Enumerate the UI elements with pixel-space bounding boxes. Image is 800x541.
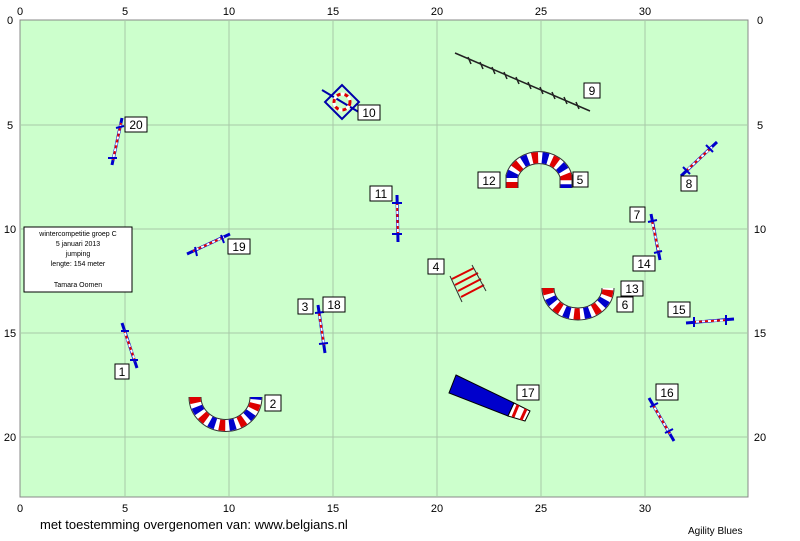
label-20: 20 (124, 116, 148, 133)
chute-17 (448, 374, 531, 422)
jump-1 (120, 322, 139, 369)
label-4: 4 (427, 258, 445, 275)
info-title: wintercompetitie groep C (38, 231, 116, 238)
info-type: jumping (65, 251, 91, 258)
svg-text:12: 12 (482, 174, 496, 188)
svg-text:10: 10 (362, 106, 376, 120)
label-18: 18 (322, 296, 346, 313)
label-13: 13 (620, 280, 644, 297)
info-judge: Tamara Oomen (54, 282, 102, 289)
weave-poles-9 (454, 52, 591, 112)
label-14: 14 (632, 255, 656, 272)
tunnel-6-13 (541, 287, 615, 321)
course-info-box: wintercompetitie groep C 5 januari 2013 … (23, 226, 133, 293)
jump-11 (392, 194, 402, 243)
x-tick-label: 15 (327, 503, 339, 515)
y-tick-label: 5 (7, 120, 13, 132)
label-3: 3 (297, 298, 314, 315)
label-2: 2 (264, 394, 282, 412)
label-16: 16 (655, 383, 679, 401)
svg-text:16: 16 (660, 386, 674, 400)
x-tick-label: 20 (431, 6, 443, 18)
label-15: 15 (667, 301, 691, 318)
svg-text:2: 2 (270, 397, 277, 411)
svg-text:14: 14 (637, 257, 651, 271)
svg-text:6: 6 (622, 298, 629, 312)
svg-text:11: 11 (375, 187, 388, 201)
y-tick-label: 5 (757, 120, 763, 132)
y-axis-left: 0 5 10 15 20 (4, 15, 16, 444)
label-19: 19 (227, 238, 251, 255)
label-7: 7 (629, 206, 646, 223)
x-tick-label: 0 (17, 503, 23, 515)
svg-text:3: 3 (302, 300, 309, 314)
svg-text:8: 8 (686, 177, 693, 191)
y-tick-label: 20 (4, 432, 16, 444)
footer-credit: met toestemming overgenomen van: www.bel… (40, 517, 348, 532)
jump-8 (679, 140, 719, 178)
svg-text:17: 17 (521, 386, 535, 400)
x-tick-label: 0 (17, 6, 23, 18)
x-tick-label: 20 (431, 503, 443, 515)
label-17: 17 (516, 384, 540, 401)
broad-jump-4 (449, 264, 487, 303)
x-tick-label: 10 (223, 503, 235, 515)
y-tick-label: 0 (7, 15, 13, 27)
label-5: 5 (572, 171, 589, 188)
x-axis-top: 0 5 10 15 20 25 30 (17, 6, 651, 18)
x-tick-label: 25 (535, 503, 547, 515)
field (19, 19, 749, 498)
tunnel-2 (188, 396, 263, 432)
x-tick-label: 30 (639, 6, 651, 18)
tire-10 (321, 83, 363, 121)
info-date: 5 januari 2013 (56, 241, 100, 248)
jump-15 (685, 315, 735, 327)
jump-20 (108, 117, 125, 166)
x-axis-bottom: 0 5 10 15 20 25 30 (17, 503, 651, 515)
x-tick-label: 30 (639, 503, 651, 515)
svg-text:19: 19 (232, 240, 246, 254)
label-11: 11 (369, 185, 393, 202)
jump-7-14 (647, 213, 663, 261)
y-tick-label: 10 (4, 224, 16, 236)
svg-text:4: 4 (433, 260, 440, 274)
jump-19 (186, 232, 231, 257)
label-10: 10 (357, 104, 381, 121)
x-tick-label: 10 (223, 6, 235, 18)
label-6: 6 (616, 296, 634, 313)
obstacle-numbers: 1 2 3 18 4 5 6 7 (114, 82, 698, 412)
y-axis-right: 0 5 10 15 20 (754, 15, 766, 444)
y-tick-label: 0 (757, 15, 763, 27)
x-tick-label: 5 (122, 6, 128, 18)
svg-text:7: 7 (634, 208, 641, 222)
y-tick-label: 10 (754, 224, 766, 236)
svg-text:15: 15 (672, 303, 686, 317)
svg-text:5: 5 (577, 173, 584, 187)
tunnel-5-12 (505, 151, 573, 188)
label-1: 1 (114, 363, 130, 380)
label-9: 9 (583, 82, 601, 99)
svg-text:9: 9 (589, 84, 596, 98)
svg-text:13: 13 (625, 282, 639, 296)
info-length: lengte: 154 meter (51, 261, 106, 268)
x-tick-label: 5 (122, 503, 128, 515)
label-8: 8 (680, 175, 698, 192)
svg-text:18: 18 (327, 298, 341, 312)
y-tick-label: 15 (4, 328, 16, 340)
x-tick-label: 25 (535, 6, 547, 18)
grid (20, 20, 748, 497)
jump-16 (647, 397, 676, 442)
svg-text:20: 20 (129, 118, 143, 132)
y-tick-label: 15 (754, 328, 766, 340)
svg-text:1: 1 (119, 365, 126, 379)
x-tick-label: 15 (327, 6, 339, 18)
label-12: 12 (477, 171, 501, 189)
y-tick-label: 20 (754, 432, 766, 444)
footer-brand: Agility Blues (688, 526, 743, 537)
